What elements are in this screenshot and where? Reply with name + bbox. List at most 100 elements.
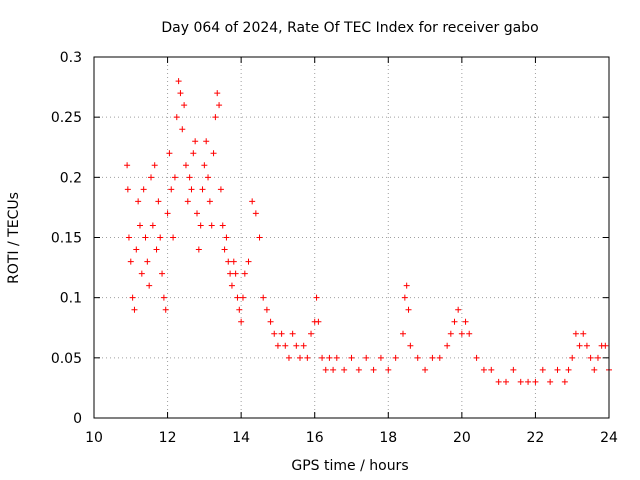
data-point (271, 330, 278, 337)
data-point (580, 330, 587, 337)
data-point (407, 342, 414, 349)
data-point (228, 282, 235, 289)
data-point (572, 330, 579, 337)
data-point (436, 354, 443, 361)
data-point (539, 366, 546, 373)
data-point (565, 366, 572, 373)
data-point (444, 342, 451, 349)
data-point (285, 354, 292, 361)
y-axis-label: ROTI / TECUs (6, 192, 22, 284)
axis-ticks (93, 56, 610, 419)
data-point (216, 102, 223, 109)
data-point (274, 342, 281, 349)
y-tick-label: 0.3 (60, 50, 82, 66)
data-point (138, 270, 145, 277)
data-point (146, 282, 153, 289)
data-point (293, 342, 300, 349)
data-point (135, 198, 142, 205)
data-point (517, 378, 524, 385)
x-tick-labels: 10 12 14 16 18 20 22 24 (85, 430, 618, 446)
x-tick-label: 16 (306, 430, 324, 446)
data-point (173, 114, 180, 121)
data-point (129, 294, 136, 301)
data-point (136, 222, 143, 229)
data-point (124, 162, 131, 169)
y-tick-label: 0.2 (60, 170, 82, 186)
data-point (547, 378, 554, 385)
data-point (319, 354, 326, 361)
x-axis-label: GPS time / hours (291, 458, 408, 474)
y-tick-labels: 0 0.05 0.1 0.15 0.2 0.25 0.3 (51, 50, 82, 427)
data-point (447, 330, 454, 337)
data-point (124, 186, 131, 193)
data-point (576, 342, 583, 349)
data-point (238, 318, 245, 325)
data-point (569, 354, 576, 361)
data-point (403, 282, 410, 289)
data-point (355, 366, 362, 373)
data-point (171, 174, 178, 181)
data-point (182, 162, 189, 169)
data-point (315, 318, 322, 325)
data-point (144, 258, 151, 265)
data-point (168, 186, 175, 193)
y-tick-label: 0.25 (51, 110, 82, 126)
data-point (155, 198, 162, 205)
data-point (252, 210, 259, 217)
data-point (162, 306, 169, 313)
data-point (192, 138, 199, 145)
data-point (210, 150, 217, 157)
y-tick-label: 0.1 (60, 291, 82, 307)
data-point (230, 258, 237, 265)
data-point (587, 354, 594, 361)
data-points (124, 78, 612, 385)
data-point (510, 366, 517, 373)
data-point (205, 174, 212, 181)
data-point (256, 234, 263, 241)
data-point (194, 210, 200, 217)
data-point (602, 342, 609, 349)
data-point (458, 330, 465, 337)
data-point (326, 354, 333, 361)
data-point (466, 330, 473, 337)
data-point (177, 90, 184, 97)
data-point (142, 234, 149, 241)
data-point (188, 186, 195, 193)
data-point (151, 162, 158, 169)
data-point (289, 330, 296, 337)
data-point (370, 366, 377, 373)
data-point (400, 330, 406, 337)
data-point (525, 378, 532, 385)
grid-lines (94, 57, 609, 418)
data-point (249, 198, 256, 205)
data-point (241, 270, 248, 277)
data-point (414, 354, 421, 361)
x-tick-label: 22 (527, 430, 545, 446)
x-tick-label: 24 (600, 430, 618, 446)
data-point (219, 222, 226, 229)
data-point (217, 186, 224, 193)
data-point (203, 138, 210, 145)
data-point (308, 330, 315, 337)
data-point (455, 306, 462, 313)
data-point (195, 246, 202, 253)
data-point (201, 162, 208, 169)
data-point (131, 306, 138, 313)
x-tick-label: 12 (159, 430, 177, 446)
data-point (160, 294, 167, 301)
data-point (300, 342, 307, 349)
data-point (140, 186, 147, 193)
data-point (186, 174, 193, 181)
data-point (401, 294, 408, 301)
data-point (385, 366, 392, 373)
data-point (223, 234, 230, 241)
data-point (348, 354, 355, 361)
data-point (157, 234, 164, 241)
data-point (190, 150, 197, 157)
data-point (532, 378, 539, 385)
data-point (133, 246, 140, 253)
data-point (392, 354, 399, 361)
data-point (149, 222, 156, 229)
data-point (206, 198, 213, 205)
